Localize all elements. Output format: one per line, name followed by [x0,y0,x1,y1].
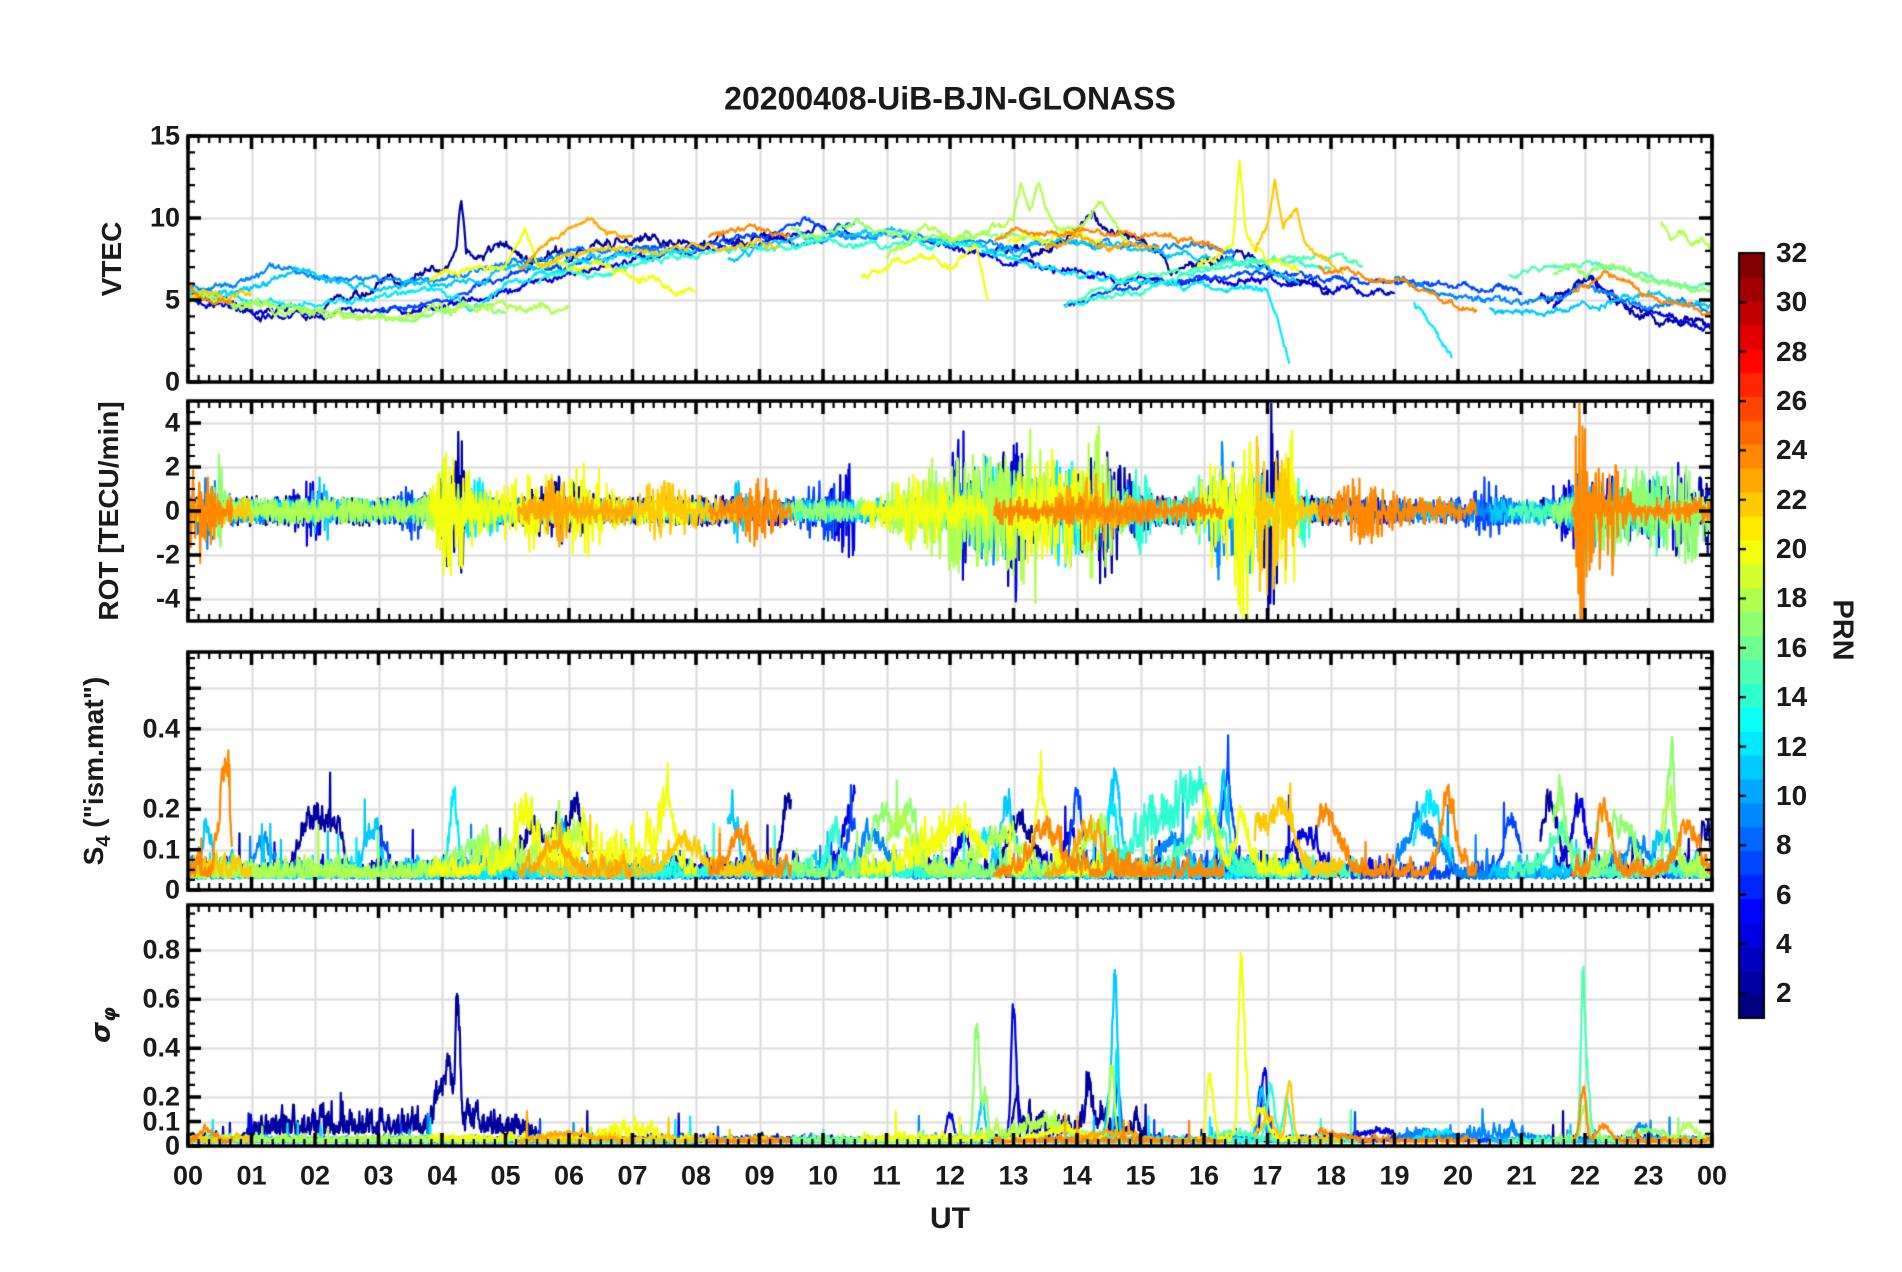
x-tick-label: 15 [1125,1160,1156,1191]
y-tick-label: 0 [164,1130,180,1161]
y-axis-label-vtec-text: VTEC [96,221,127,297]
colorbar-tick-label: 14 [1776,681,1808,713]
y-tick-label: 4 [164,407,180,438]
x-tick-label: 14 [1061,1160,1093,1191]
x-tick-label: 10 [807,1160,839,1191]
x-tick-label: 05 [490,1160,521,1191]
y-axis-label-rot-text: ROT [TECU/min] [93,401,124,621]
colorbar-tick-label: 16 [1776,631,1808,663]
x-tick-label: 22 [1569,1160,1601,1191]
colorbar-tick-label: 2 [1776,977,1792,1009]
x-tick-label: 19 [1379,1160,1410,1191]
x-tick-label: 03 [363,1160,394,1191]
y-tick-label: 0 [164,874,180,905]
x-axis-label: UT [930,1202,970,1235]
colorbar-tick-label: 28 [1776,335,1808,367]
x-tick-label: 04 [426,1160,458,1191]
y-axis-label-s4-main: S [78,846,110,866]
x-tick-label: 00 [1696,1160,1728,1191]
y-tick-label: 0.1 [142,1106,180,1137]
y-tick-label: 2 [164,451,180,482]
y-tick-label: 10 [149,202,180,233]
y-tick-label: -4 [155,583,180,614]
x-tick-label: 08 [680,1160,712,1191]
colorbar-tick-label: 30 [1776,286,1808,318]
y-tick-label: 15 [149,120,180,151]
y-axis-label-sigma-phi: σφ [85,1007,120,1043]
y-tick-label: 0.4 [142,1032,180,1063]
colorbar-tick-label: 6 [1776,878,1792,910]
colorbar-tick-label: 4 [1776,927,1792,959]
x-tick-label: 13 [998,1160,1029,1191]
y-tick-label: 0.4 [142,713,180,744]
y-tick-label: 0.1 [142,834,180,865]
colorbar-label: PRN [1826,599,1859,661]
y-axis-label-s4: S4 ("ism.mat") [78,677,116,866]
colorbar-tick-label: 10 [1776,779,1808,811]
y-tick-label: -2 [155,539,180,570]
x-tick-label: 09 [744,1160,775,1191]
colorbar-tick-label: 12 [1776,730,1808,762]
y-axis-label-vtec: VTEC [96,222,128,297]
colorbar-tick-label: 24 [1776,434,1808,466]
colorbar-tick-label: 26 [1776,385,1808,417]
x-tick-label: 02 [299,1160,331,1191]
x-tick-label: 20 [1442,1160,1474,1191]
y-tick-label: 0.2 [142,793,180,824]
colorbar-tick-label: 8 [1776,829,1792,861]
colorbar-tick-label: 20 [1776,533,1808,565]
x-tick-label: 11 [872,1160,901,1191]
y-tick-label: 0.8 [142,934,180,965]
x-tick-label: 18 [1315,1160,1347,1191]
x-tick-label: 23 [1633,1160,1664,1191]
y-tick-label: 0 [164,366,180,397]
colorbar-tick-label: 18 [1776,582,1808,614]
x-tick-label: 01 [236,1160,267,1191]
y-axis-label-s4-post: ("ism.mat") [78,676,110,836]
x-tick-label: 16 [1188,1160,1220,1191]
y-axis-label-sigma-main: σ [85,1021,117,1043]
chart-title: 20200408-UiB-BJN-GLONASS [724,80,1176,117]
y-axis-label-rot: ROT [TECU/min] [93,401,125,620]
y-tick-label: 0.2 [142,1081,180,1112]
x-tick-label: 17 [1252,1160,1283,1191]
y-axis-label-sigma-sub: φ [98,1007,121,1022]
x-tick-label: 06 [553,1160,585,1191]
y-tick-label: 0 [164,495,180,526]
colorbar-tick-label: 22 [1776,483,1808,515]
y-axis-label-s4-sub: 4 [92,835,115,847]
x-tick-label: 00 [172,1160,204,1191]
colorbar-tick-label: 32 [1776,237,1808,268]
y-tick-label: 0.6 [142,983,180,1014]
x-tick-label: 12 [934,1160,966,1191]
x-tick-label: 07 [617,1160,648,1191]
y-tick-label: 5 [164,284,180,315]
x-tick-label: 21 [1506,1160,1537,1191]
